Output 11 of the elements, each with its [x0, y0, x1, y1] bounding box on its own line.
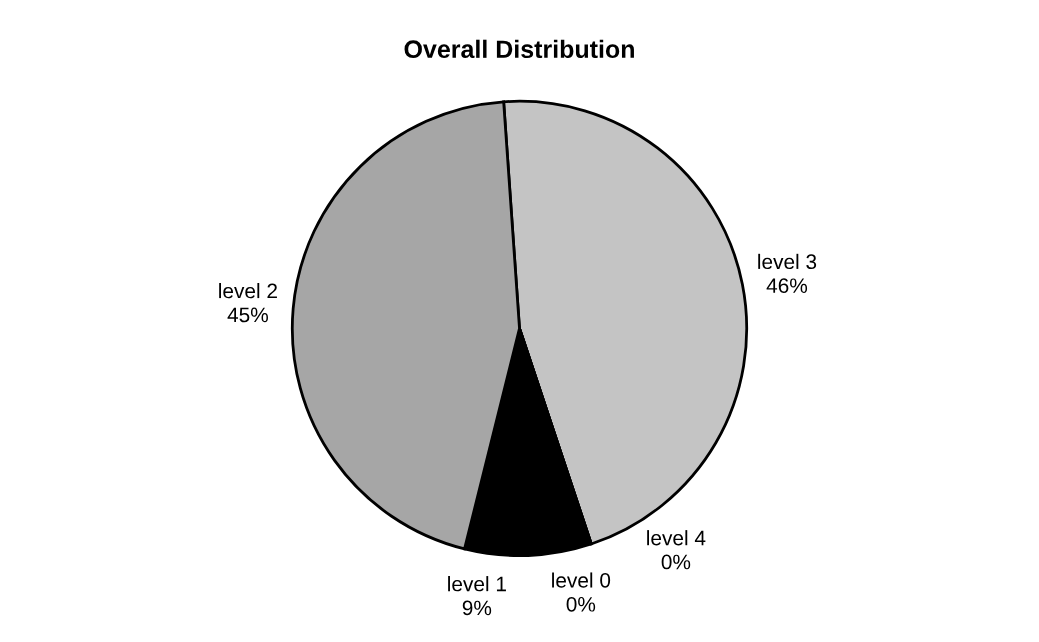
slice-label: level 1	[448, 576, 506, 592]
slice-label: level 3	[758, 253, 817, 270]
chart-title: Overall Distribution	[404, 39, 634, 59]
data-label: 9%	[462, 600, 492, 616]
category-label: level 4	[647, 530, 706, 546]
slice-label: level 2	[219, 283, 277, 299]
text: 0%	[566, 596, 596, 612]
text: 0%	[661, 554, 691, 570]
data-label: 45%	[227, 307, 268, 323]
category-label: level 0	[552, 572, 611, 588]
data-label: 46%	[766, 278, 808, 294]
